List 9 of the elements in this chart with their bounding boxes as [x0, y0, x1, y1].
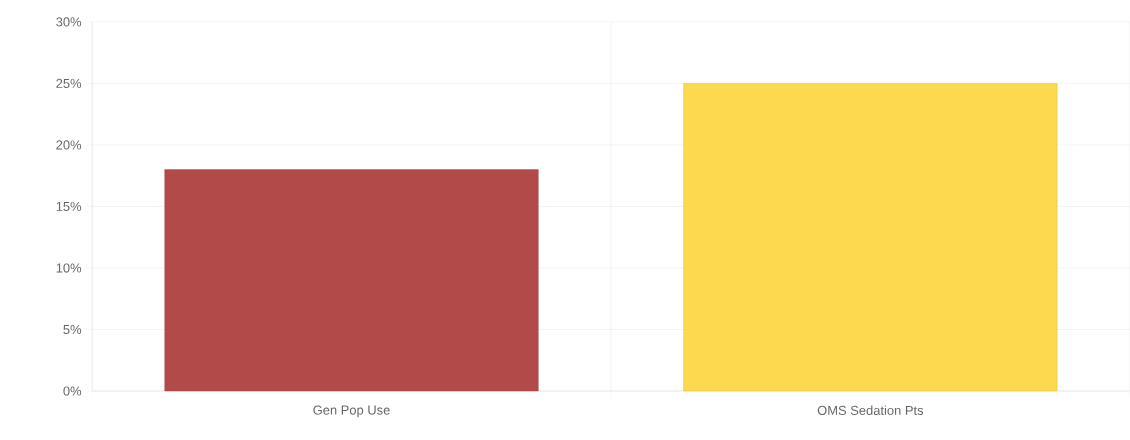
y-tick-label: 25%: [56, 78, 82, 89]
x-tick-label: Gen Pop Use: [313, 405, 390, 418]
y-tick-label: 15%: [56, 202, 82, 212]
x-tick-label: OMS Sedation Pts: [817, 405, 924, 416]
y-tick-label: 0%: [63, 386, 82, 396]
y-tick-label: 10%: [56, 263, 82, 273]
y-tick-label: 5%: [63, 325, 82, 335]
y-tick-label: 30%: [56, 17, 82, 27]
y-tick-label: 20%: [56, 140, 82, 150]
